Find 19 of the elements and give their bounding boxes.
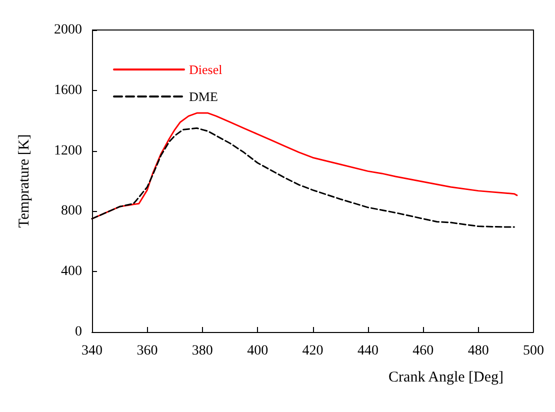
y-tick-label: 0 — [75, 324, 82, 340]
y-tick-label: 1200 — [54, 143, 82, 158]
series-label: DME — [189, 89, 218, 104]
y-tick-label: 800 — [61, 204, 82, 219]
y-tick-label: 1600 — [54, 82, 82, 98]
x-tick-label: 360 — [136, 344, 158, 358]
text: Diesel — [189, 62, 223, 77]
y-tick-label: 400 — [61, 264, 82, 280]
x-tick-label: 500 — [523, 344, 544, 358]
y-axis-title: Temprature [K] — [16, 134, 32, 228]
x-tick-label: 480 — [468, 344, 489, 358]
x-tick-label: 420 — [302, 344, 324, 358]
x-axis-title: Crank Angle [Deg] — [388, 370, 504, 386]
x-tick-label: 380 — [192, 344, 213, 358]
x-tick-label: 460 — [412, 344, 434, 358]
x-tick-label: 400 — [247, 344, 268, 358]
y-tick-label: 2000 — [54, 22, 82, 38]
x-tick-label: 340 — [82, 344, 102, 358]
x-tick-label: 440 — [357, 344, 378, 358]
